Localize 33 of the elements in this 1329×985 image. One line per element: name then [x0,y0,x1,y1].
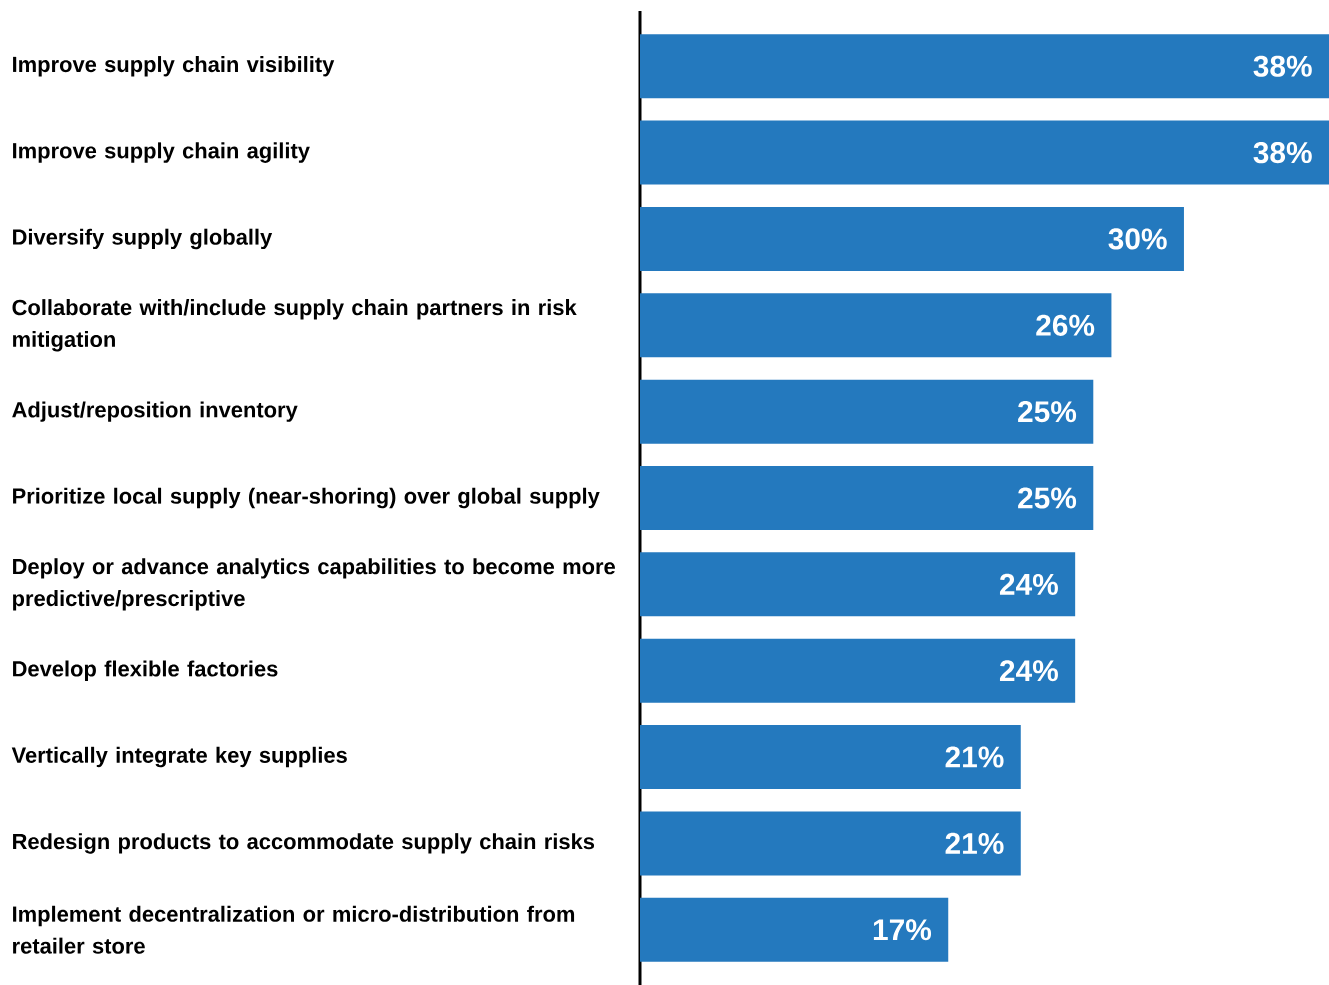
y-tick-label: Develop flexible factories [13,660,278,681]
y-tick-label: Diversify supply globally [13,228,273,250]
y-tick-label: Collaborate with/include supply chain partners in risk mitigation [12,299,577,352]
y-tick-label: Prioritize local supply (near-shoring) over global supply [13,487,600,509]
data-label: 26% [1036,314,1095,336]
bar [640,293,1112,358]
data-label: 21% [945,832,1004,854]
y-tick-label: Implement decentralization or micro-distribution from retailer store [13,905,575,954]
bar [640,120,1329,185]
bar [640,34,1329,99]
data-label: 30% [1108,228,1167,250]
bar [640,638,1076,703]
bar [640,811,1021,876]
data-label: 24% [999,660,1058,682]
bar [640,379,1094,444]
y-tick-label: Improve supply chain visibility [13,56,335,77]
data-label: 38% [1253,55,1312,77]
y-tick-label: Deploy or advance analytics capabilities to become more predictive/prescriptive [13,558,615,611]
bar [640,466,1094,531]
data-label: 25% [1018,401,1077,423]
y-tick-label: Vertically integrate key supplies [11,746,347,768]
y-tick-label: Adjust/reposition inventory [12,401,298,422]
data-label: 24% [999,573,1058,595]
bar [640,725,1021,790]
data-label: 25% [1018,487,1077,509]
y-tick-label: Redesign products to accommodate supply chain risks [13,833,595,854]
bar [640,552,1076,617]
bar [640,206,1184,271]
bar [640,897,949,962]
data-label: 21% [945,746,1004,768]
data-label: 38% [1253,142,1312,164]
y-tick-label: Improve supply chain agility [13,142,310,163]
data-label: 17% [873,919,932,941]
